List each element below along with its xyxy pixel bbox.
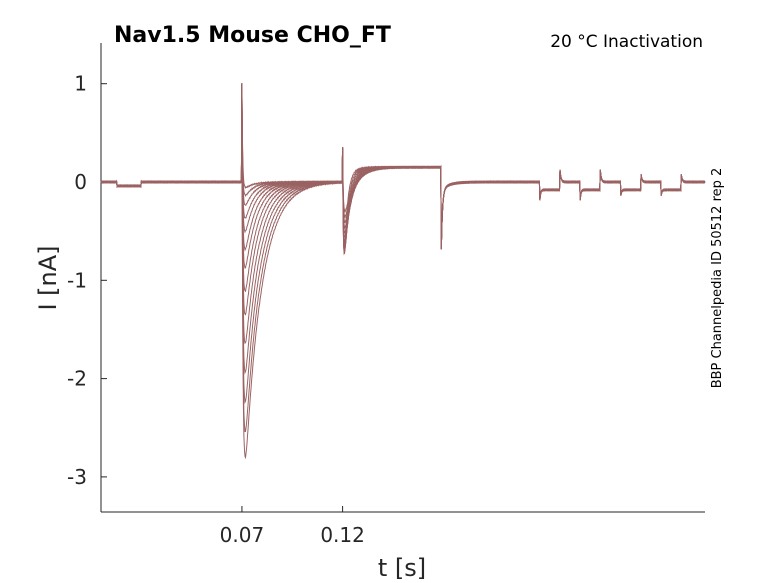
axes	[100, 43, 705, 513]
sweep-trace	[100, 83, 706, 254]
x-tick-label: 0.12	[320, 523, 365, 547]
side-label: BBP Channelpedia ID 50512 rep 2	[710, 168, 725, 389]
traces	[100, 83, 706, 460]
sweep-trace	[100, 83, 706, 269]
y-tick-label: -2	[67, 367, 87, 391]
y-tick-label: -1	[67, 268, 87, 292]
sweep-trace	[100, 83, 706, 293]
sweep-trace	[100, 83, 706, 316]
y-tick-label: 0	[74, 170, 87, 194]
chart-title: Nav1.5 Mouse CHO_FT	[114, 23, 391, 48]
sweep-trace	[100, 83, 706, 251]
sweep-trace	[100, 83, 706, 405]
sweep-trace	[100, 83, 706, 345]
y-axis-label: I [nA]	[34, 245, 62, 310]
chart-subtitle: 20 °C Inactivation	[550, 32, 703, 52]
sweep-trace	[100, 84, 706, 375]
y-tick-label: 1	[74, 72, 87, 96]
sweep-trace	[100, 83, 706, 432]
x-axis-label: t [s]	[378, 554, 426, 582]
x-tick-label: 0.07	[220, 523, 265, 547]
y-tick-label: -3	[67, 465, 87, 489]
sweep-trace	[100, 83, 706, 460]
